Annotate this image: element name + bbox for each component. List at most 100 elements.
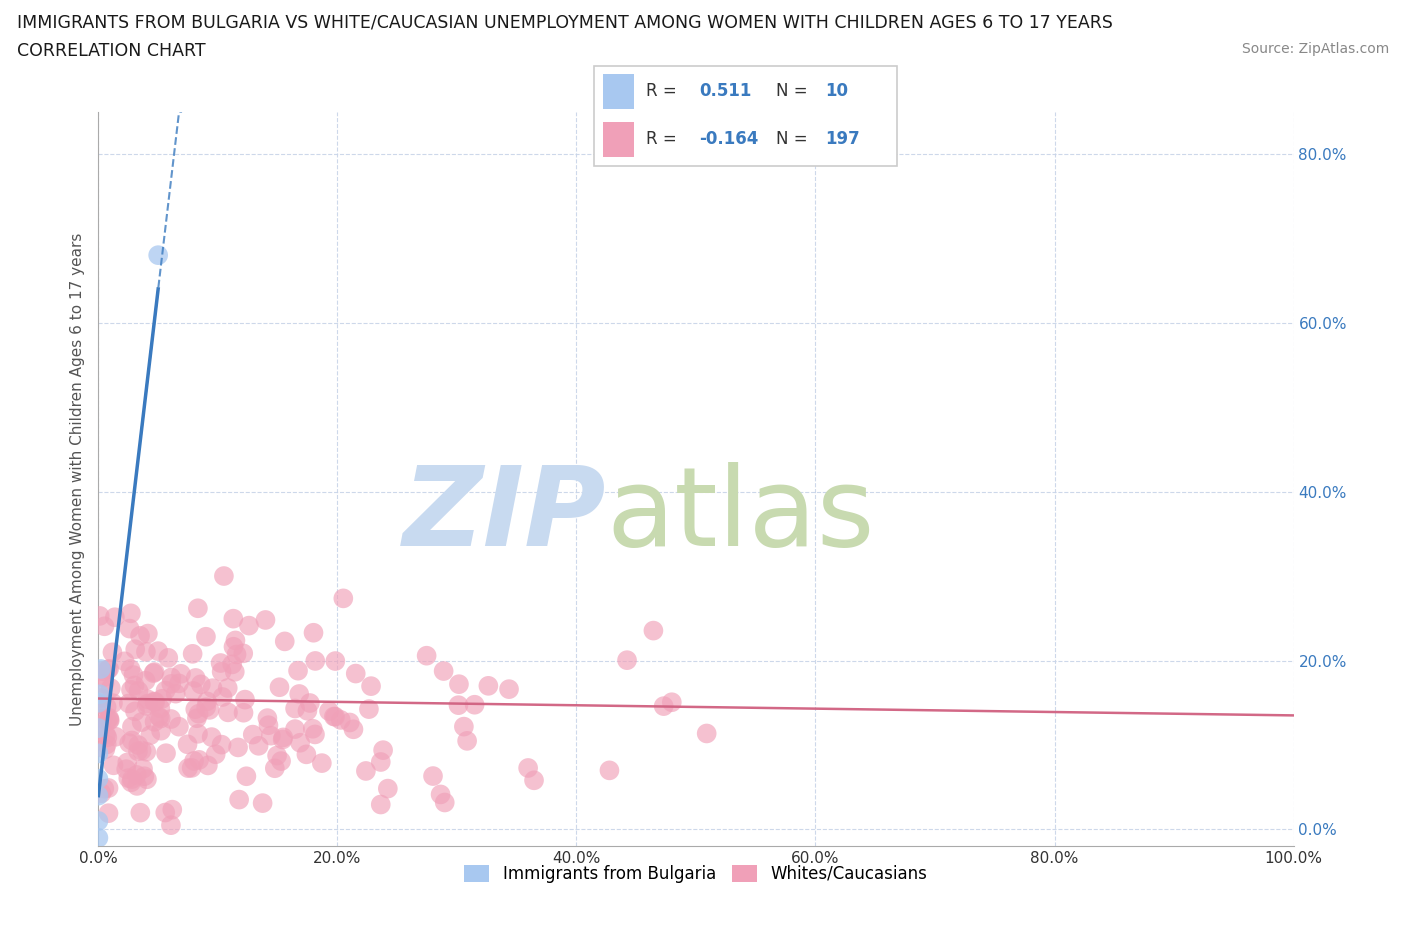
Point [177,761,200,776]
Point [104,729,127,744]
Point [167,676,190,691]
Point [131,714,153,729]
Point [456,734,478,749]
Bar [603,123,634,157]
Point [96,699,118,714]
Point [91,711,114,726]
Point [433,664,456,679]
Point [104,610,127,625]
Point [134,769,156,784]
Point [360,679,382,694]
Point [93,670,115,684]
Point [498,682,520,697]
Point [93,781,115,796]
Point [263,761,285,776]
Point [135,644,157,659]
Point [357,701,380,716]
Point [155,746,177,761]
Point [477,678,499,693]
Point [643,623,665,638]
Point [160,670,183,684]
Point [222,611,245,626]
Point [217,681,239,696]
Point [464,698,486,712]
Point [135,744,157,759]
Text: 197: 197 [825,130,860,148]
Point [132,762,155,777]
Point [332,591,354,605]
Point [616,653,638,668]
Point [97,805,120,820]
Point [117,755,139,770]
Point [93,676,115,691]
Point [125,767,148,782]
Point [222,639,245,654]
Point [284,722,307,737]
Text: 10: 10 [825,82,849,100]
Point [143,665,166,680]
Text: IMMIGRANTS FROM BULGARIA VS WHITE/CAUCASIAN UNEMPLOYMENT AMONG WOMEN WITH CHILDR: IMMIGRANTS FROM BULGARIA VS WHITE/CAUCAS… [17,14,1112,32]
Point [217,705,239,720]
Text: R =: R = [647,82,676,100]
Point [232,705,254,720]
Point [181,684,204,698]
Point [122,668,145,683]
Point [301,722,323,737]
Point [329,712,352,727]
Text: atlas: atlas [606,462,875,569]
Point [523,773,546,788]
Point [135,673,157,688]
Point [180,761,202,776]
Point [274,634,297,649]
Point [150,691,173,706]
Point [167,719,190,734]
Point [160,676,183,691]
Point [90,691,112,706]
Point [287,663,309,678]
Point [149,701,172,716]
Point [271,730,294,745]
Point [120,683,142,698]
Point [311,756,333,771]
Point [94,741,117,756]
Point [89,697,111,711]
Point [225,647,247,662]
Text: CORRELATION CHART: CORRELATION CHART [17,42,205,60]
Point [201,730,224,745]
Point [115,762,138,777]
Point [157,650,180,665]
Point [271,732,294,747]
Point [184,702,207,717]
Point [91,664,114,679]
Point [162,803,184,817]
Point [155,683,177,698]
Point [165,686,187,701]
Point [120,775,142,790]
Point [188,752,211,767]
Text: Source: ZipAtlas.com: Source: ZipAtlas.com [1241,42,1389,56]
Point [101,644,124,659]
Point [98,712,121,727]
Point [135,698,157,713]
Point [232,646,254,661]
Point [87,830,110,845]
Bar [603,74,634,109]
Point [118,696,141,711]
Point [297,703,319,718]
Point [136,692,159,707]
Point [131,743,153,758]
Point [150,724,173,738]
Point [127,744,149,759]
Point [87,721,110,736]
Point [429,787,451,802]
Y-axis label: Unemployment Among Women with Children Ages 6 to 17 years: Unemployment Among Women with Children A… [69,232,84,725]
Text: ZIP: ZIP [404,462,606,569]
Point [143,694,166,709]
Point [318,704,340,719]
Point [96,737,118,751]
Point [127,737,149,752]
Point [270,753,292,768]
Point [211,664,233,679]
Point [117,771,139,786]
Point [242,727,264,742]
